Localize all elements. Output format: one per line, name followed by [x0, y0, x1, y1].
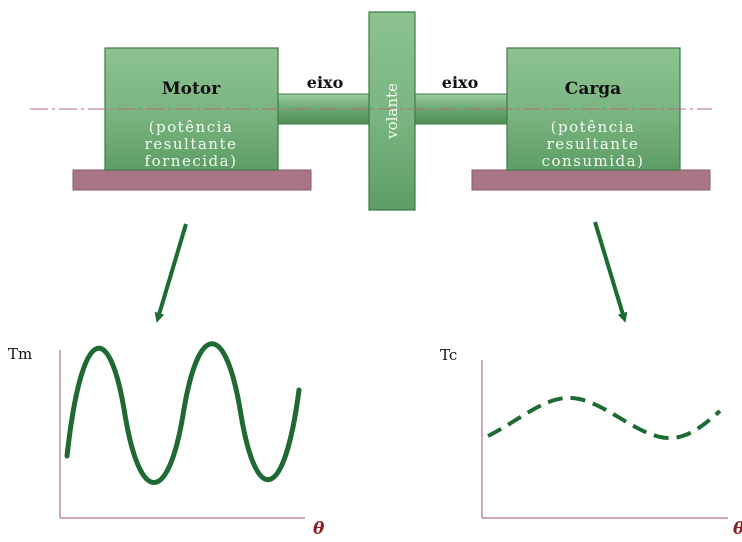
motor-sub-line-2: resultante: [145, 135, 238, 153]
load-sub-line-2: resultante: [547, 135, 640, 153]
load-sub-line-1: (potência: [551, 118, 636, 136]
motor-arrow: [154, 223, 188, 323]
motor-torque-curve: [64, 341, 302, 485]
load-title: Carga: [565, 79, 621, 99]
motor-sub-line-3: fornecida): [145, 152, 238, 170]
motor-title: Motor: [162, 79, 221, 99]
motor-torque-graph: Tm θ: [8, 341, 325, 539]
load-torque-curve: [487, 395, 722, 441]
flywheel: [368, 11, 416, 211]
flywheel-label: volante: [383, 83, 401, 140]
load-base: [471, 169, 711, 191]
load-torque-graph: Tc θ: [440, 346, 742, 539]
load-sub-line-3: consumida): [542, 152, 645, 170]
left-shaft-label: eixo: [307, 73, 344, 92]
motor-base: [72, 169, 312, 191]
load-graph-ylabel: Tc: [440, 346, 457, 364]
load-arrow: [593, 221, 628, 323]
motor-graph-xlabel: θ: [313, 519, 325, 539]
motor-graph-ylabel: Tm: [8, 345, 32, 363]
motor-sub-line-1: (potência: [149, 118, 234, 136]
load-graph-xlabel: θ: [733, 519, 742, 539]
right-shaft-label: eixo: [442, 73, 479, 92]
